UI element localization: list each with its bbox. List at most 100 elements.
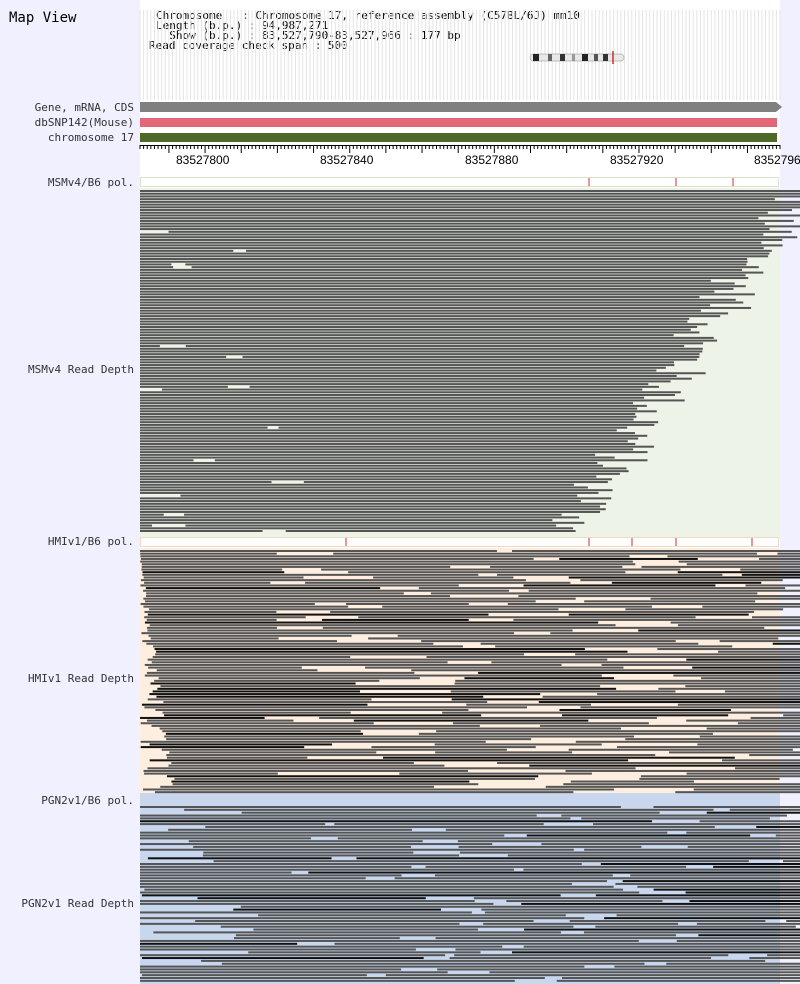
read[interactable]	[692, 666, 800, 669]
read[interactable]	[356, 857, 800, 860]
read[interactable]	[611, 581, 762, 584]
read[interactable]	[140, 195, 800, 198]
read[interactable]	[140, 225, 800, 228]
read[interactable]	[151, 661, 448, 664]
read[interactable]	[140, 336, 714, 339]
read[interactable]	[143, 576, 304, 579]
read[interactable]	[184, 808, 714, 811]
read[interactable]	[140, 486, 588, 489]
read[interactable]	[168, 764, 445, 767]
read[interactable]	[140, 342, 704, 345]
read[interactable]	[140, 823, 326, 826]
read[interactable]	[436, 730, 800, 733]
read[interactable]	[140, 464, 603, 467]
read[interactable]	[421, 640, 676, 643]
read[interactable]	[140, 353, 700, 356]
read[interactable]	[154, 648, 585, 651]
read[interactable]	[195, 920, 534, 922]
read[interactable]	[497, 573, 723, 576]
read[interactable]	[285, 530, 576, 532]
read[interactable]	[141, 703, 368, 706]
read[interactable]	[201, 959, 766, 962]
read[interactable]	[321, 618, 469, 621]
read[interactable]	[140, 865, 412, 868]
read[interactable]	[595, 925, 796, 928]
read[interactable]	[140, 462, 598, 464]
read[interactable]	[168, 828, 412, 831]
read[interactable]	[653, 806, 800, 808]
read[interactable]	[435, 751, 573, 754]
read[interactable]	[140, 236, 798, 239]
read[interactable]	[524, 928, 800, 931]
read[interactable]	[140, 385, 228, 388]
read[interactable]	[657, 648, 800, 651]
read[interactable]	[699, 735, 800, 738]
read[interactable]	[158, 677, 420, 680]
read[interactable]	[140, 968, 402, 971]
read[interactable]	[143, 589, 509, 592]
read[interactable]	[140, 814, 537, 817]
read[interactable]	[569, 920, 766, 922]
hmi-read-stack[interactable]	[140, 550, 800, 794]
read[interactable]	[337, 837, 800, 840]
read[interactable]	[148, 666, 302, 669]
read[interactable]	[786, 920, 800, 922]
read[interactable]	[397, 634, 800, 637]
read[interactable]	[144, 610, 277, 613]
read[interactable]	[140, 241, 762, 244]
read[interactable]	[169, 751, 377, 754]
read[interactable]	[701, 677, 800, 680]
read[interactable]	[601, 663, 800, 666]
read[interactable]	[559, 709, 731, 711]
read[interactable]	[140, 483, 574, 486]
read[interactable]	[506, 900, 663, 903]
read[interactable]	[147, 658, 608, 661]
read[interactable]	[156, 695, 484, 698]
read[interactable]	[308, 871, 800, 874]
read[interactable]	[638, 629, 800, 632]
read[interactable]	[140, 557, 534, 560]
read[interactable]	[155, 653, 525, 656]
read[interactable]	[147, 629, 573, 632]
read[interactable]	[685, 891, 800, 894]
read[interactable]	[675, 791, 800, 794]
read[interactable]	[140, 584, 459, 587]
read[interactable]	[156, 669, 318, 672]
read[interactable]	[148, 608, 559, 611]
read[interactable]	[140, 948, 416, 951]
read[interactable]	[140, 238, 783, 241]
read[interactable]	[144, 706, 528, 709]
read[interactable]	[321, 568, 681, 571]
read[interactable]	[140, 902, 494, 905]
read[interactable]	[483, 922, 679, 925]
read[interactable]	[185, 345, 685, 348]
read[interactable]	[140, 377, 692, 380]
read[interactable]	[752, 616, 800, 619]
read[interactable]	[278, 426, 628, 429]
read[interactable]	[600, 863, 800, 865]
read[interactable]	[545, 785, 800, 788]
read[interactable]	[464, 677, 615, 680]
read[interactable]	[676, 939, 800, 942]
read[interactable]	[625, 738, 800, 741]
read[interactable]	[561, 814, 787, 817]
read[interactable]	[142, 571, 285, 574]
read[interactable]	[382, 605, 652, 608]
read[interactable]	[140, 806, 621, 808]
read[interactable]	[140, 279, 711, 282]
read[interactable]	[140, 380, 671, 383]
read[interactable]	[782, 860, 800, 863]
read[interactable]	[145, 587, 381, 590]
read[interactable]	[140, 922, 460, 925]
read[interactable]	[140, 219, 794, 222]
read[interactable]	[140, 247, 764, 250]
read[interactable]	[458, 845, 642, 848]
read[interactable]	[140, 740, 486, 743]
read[interactable]	[457, 840, 800, 843]
read[interactable]	[140, 510, 601, 513]
read[interactable]	[616, 914, 800, 917]
read[interactable]	[140, 911, 472, 914]
read[interactable]	[140, 323, 708, 326]
read[interactable]	[568, 576, 800, 579]
